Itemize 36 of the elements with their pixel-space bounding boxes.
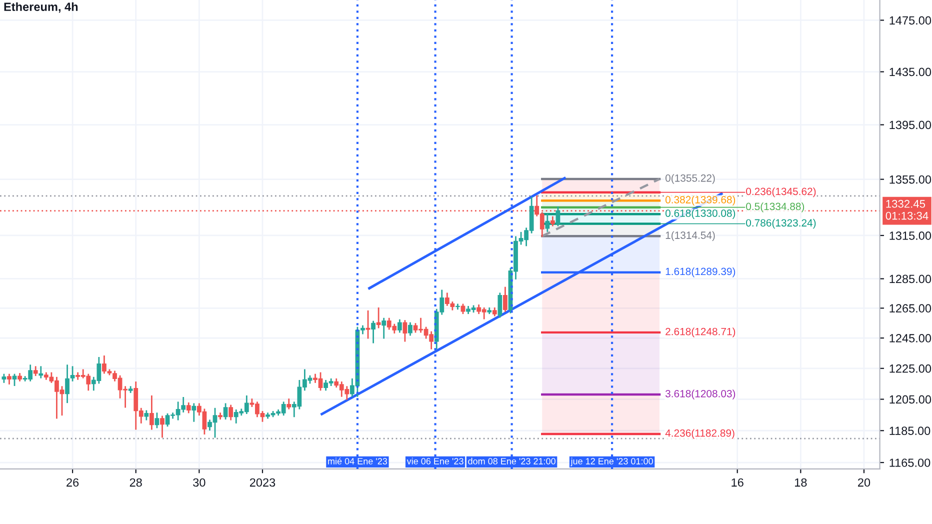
annotation: 0.5(1334.88) [746,202,804,212]
y-tick-label: 1185.00 [890,426,930,436]
x-tick-label: 20 [858,478,870,487]
ref-line-label: vie 06 Ene '23 [406,458,464,464]
annotation: 2.618(1248.71) [666,328,736,338]
y-tick-label: 1225.00 [890,364,932,373]
y-tick-label: 1205.00 [890,395,932,404]
ref-line-label: jue 12 Ene '23 01:00 [570,458,653,466]
annotation: 3.618(1208.03) [665,390,736,400]
annotation: 1.618(1289.39) [666,267,736,278]
y-tick-label: 1355.00 [890,175,932,184]
y-tick-label: 1315.00 [890,232,932,240]
x-tick-label: 28 [130,478,142,487]
y-tick-label: 1285.00 [890,274,932,284]
chart-title: Ethereum, 4h [4,2,78,13]
x-tick-label: 16 [732,478,744,487]
x-tick-label: 30 [193,478,206,487]
x-tick-label: 2023 [250,478,276,487]
y-tick-label: 1165.00 [890,458,930,467]
y-tick-label: 1395.00 [890,120,932,130]
annotation: 1(1314.54) [666,231,715,241]
y-tick-label: 1265.00 [890,304,932,313]
annotation: 0.382(1339.68) [665,196,736,206]
ref-line-label: dom 08 Ene '23 21:00 [468,458,556,464]
x-tick-label: 18 [795,478,807,487]
annotation: 0.786(1323.24) [746,218,816,229]
x-tick-label: 26 [66,478,79,487]
ref-line-label: mié 04 Ene '23 [328,458,388,464]
annotation: 0.618(1330.08) [665,209,736,219]
annotation: 4.236(1182.89) [665,429,734,439]
y-tick-label: 1245.00 [890,334,932,342]
y-tick-label: 1475.00 [890,16,932,25]
annotation: 0(1355.22) [665,174,715,184]
y-tick-label: 1435.00 [890,68,932,76]
annotation: 0.236(1345.62) [746,187,816,198]
ref-line-label: 1332.45 01:13:34 [886,200,928,220]
